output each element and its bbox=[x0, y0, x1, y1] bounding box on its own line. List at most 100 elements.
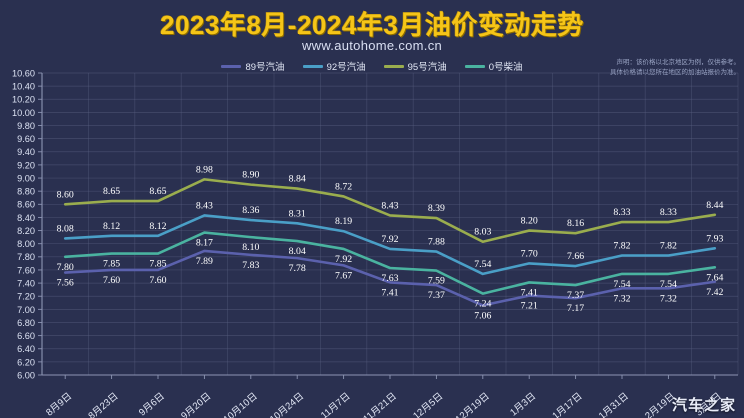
data-label: 7.32 bbox=[660, 293, 677, 304]
y-axis-label: 8.20 bbox=[17, 226, 35, 236]
x-axis-label: 1月17日 bbox=[550, 391, 584, 418]
data-label: 7.41 bbox=[521, 287, 538, 298]
data-label: 7.64 bbox=[706, 272, 723, 283]
x-axis-label: 11月7日 bbox=[319, 391, 352, 418]
series-line-0号柴油 bbox=[63, 231, 717, 295]
data-label: 8.39 bbox=[428, 203, 445, 214]
data-label: 8.44 bbox=[706, 200, 723, 211]
data-label: 8.10 bbox=[242, 242, 259, 253]
data-label: 7.06 bbox=[474, 310, 491, 321]
line-chart: 6.00 6.20 6.40 6.60 6.80 7.00 7.20 7.40 7.60 7.80… bbox=[12, 70, 739, 418]
data-label: 7.78 bbox=[289, 263, 306, 274]
data-label: 8.43 bbox=[196, 200, 213, 211]
y-axis-label: 10.60 bbox=[12, 70, 35, 78]
y-axis-label: 8.60 bbox=[17, 200, 35, 210]
legend-item-89号汽油[interactable]: 89号汽油 bbox=[221, 59, 285, 73]
x-axis-label: 9月6日 bbox=[137, 391, 167, 418]
data-label: 8.60 bbox=[57, 189, 74, 200]
y-axis-label: 7.00 bbox=[17, 305, 35, 315]
data-label: 8.12 bbox=[149, 221, 166, 232]
data-label: 8.65 bbox=[149, 186, 166, 197]
data-label: 7.83 bbox=[242, 260, 259, 271]
x-axis-label: 12月5日 bbox=[411, 391, 445, 418]
data-label: 8.12 bbox=[103, 221, 120, 232]
data-label: 7.37 bbox=[428, 290, 445, 301]
legend-swatch-icon bbox=[221, 64, 242, 68]
data-label: 7.82 bbox=[660, 241, 677, 252]
x-axis-label: 8月9日 bbox=[44, 391, 74, 418]
legend-item-95号汽油[interactable]: 95号汽油 bbox=[383, 59, 447, 73]
data-label: 7.67 bbox=[335, 270, 352, 281]
data-label: 7.42 bbox=[706, 287, 723, 298]
y-axis-label: 7.40 bbox=[17, 278, 35, 288]
data-label: 7.54 bbox=[474, 259, 491, 270]
y-axis-label: 6.60 bbox=[17, 331, 35, 341]
legend-swatch-icon bbox=[383, 64, 404, 68]
watermark-autohome: 汽车之家 bbox=[671, 397, 736, 414]
data-label: 7.41 bbox=[381, 287, 398, 298]
data-label: 7.89 bbox=[196, 256, 213, 267]
y-axis-label: 6.80 bbox=[17, 318, 35, 328]
data-label: 7.92 bbox=[335, 254, 352, 265]
y-axis-label: 8.40 bbox=[17, 213, 35, 223]
x-axis-label: 1月3日 bbox=[508, 391, 538, 418]
series-line-89号汽油 bbox=[63, 249, 717, 307]
y-axis-label: 7.60 bbox=[17, 265, 35, 275]
data-label: 8.17 bbox=[196, 238, 213, 249]
data-label: 8.84 bbox=[289, 174, 306, 185]
chart-header: 2023年8月-2024年3月油价变动走势 www.autohome.com.c… bbox=[0, 0, 744, 76]
y-axis-label: 9.20 bbox=[17, 160, 35, 170]
site-url: www.autohome.com.cn bbox=[301, 38, 443, 53]
series-line-92号汽油 bbox=[63, 214, 717, 276]
data-label: 7.59 bbox=[428, 276, 445, 287]
data-label: 7.37 bbox=[567, 290, 584, 301]
data-label: 7.80 bbox=[57, 262, 74, 273]
y-axis-label: 6.20 bbox=[17, 357, 35, 367]
data-label: 7.17 bbox=[567, 303, 584, 314]
y-axis-label: 8.00 bbox=[17, 239, 35, 249]
data-label: 8.72 bbox=[335, 181, 352, 192]
y-axis-label: 6.40 bbox=[17, 344, 35, 354]
data-label: 7.60 bbox=[149, 275, 166, 286]
chart-legend: 89号汽油 92号汽油 95号汽油 0号柴油 bbox=[0, 59, 744, 73]
data-label: 7.32 bbox=[613, 293, 630, 304]
data-label: 8.98 bbox=[196, 164, 213, 175]
disclaimer-line-2: 具体价格请以您所在地区的加油站报价为准。 bbox=[610, 68, 740, 76]
data-label: 7.88 bbox=[428, 237, 445, 248]
data-label: 8.04 bbox=[289, 246, 306, 257]
data-label: 7.66 bbox=[567, 251, 584, 262]
data-label: 8.33 bbox=[613, 207, 630, 218]
disclaimer-line-1: 声明：该价格以北京地区为例，仅供参考。 bbox=[616, 59, 741, 66]
data-label: 7.70 bbox=[521, 248, 538, 259]
data-label: 7.85 bbox=[149, 259, 166, 270]
y-axis-label: 9.60 bbox=[17, 134, 35, 144]
data-label: 7.60 bbox=[103, 275, 120, 286]
x-axis-label: 10月24日 bbox=[268, 391, 306, 418]
x-axis-label: 11月21日 bbox=[361, 391, 399, 418]
chart-plot-area: 6.00 6.20 6.40 6.60 6.80 7.00 7.20 7.40 7.60 7.80… bbox=[0, 70, 744, 418]
x-axis-label: 10月10日 bbox=[222, 391, 260, 418]
legend-label: 92号汽油 bbox=[326, 62, 366, 73]
legend-label: 95号汽油 bbox=[407, 62, 447, 73]
legend-item-92号汽油[interactable]: 92号汽油 bbox=[302, 59, 366, 73]
x-axis-label: 1月31日 bbox=[597, 391, 631, 418]
legend-swatch-icon bbox=[302, 64, 323, 68]
x-axis-label: 8月23日 bbox=[86, 391, 120, 418]
data-label: 8.03 bbox=[474, 227, 491, 238]
data-label: 7.85 bbox=[103, 259, 120, 270]
legend-label: 0号柴油 bbox=[488, 62, 523, 73]
data-label: 7.56 bbox=[57, 278, 74, 289]
data-label: 8.43 bbox=[381, 200, 398, 211]
data-label: 8.31 bbox=[289, 208, 306, 219]
data-label: 8.90 bbox=[242, 170, 259, 181]
data-label: 8.33 bbox=[660, 207, 677, 218]
y-axis-label: 10.20 bbox=[12, 95, 35, 105]
legend-item-0号柴油[interactable]: 0号柴油 bbox=[464, 59, 523, 73]
series-line-95号汽油 bbox=[63, 178, 717, 244]
x-axis-label: 9月20日 bbox=[179, 391, 213, 418]
data-label: 7.82 bbox=[613, 241, 630, 252]
page-title: 2023年8月-2024年3月油价变动走势 bbox=[160, 10, 584, 40]
data-label: 7.63 bbox=[381, 273, 398, 284]
data-label: 8.20 bbox=[521, 216, 538, 227]
y-axis-label: 8.80 bbox=[17, 187, 35, 197]
